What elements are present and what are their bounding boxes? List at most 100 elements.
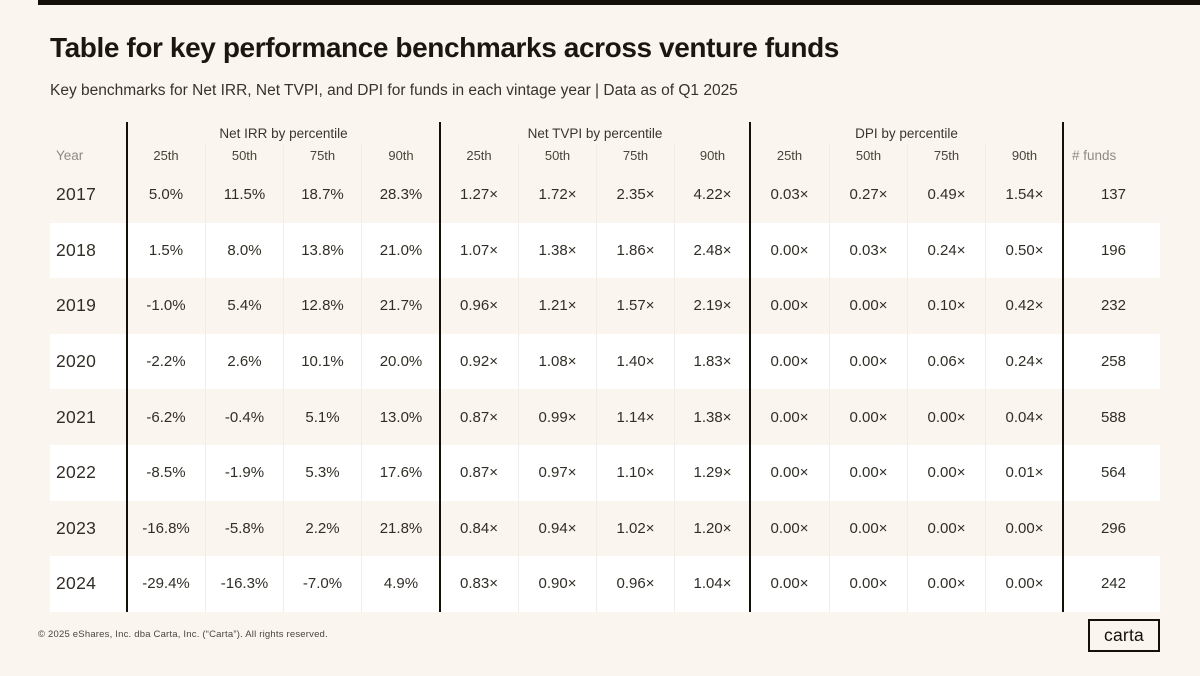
group-header-net-irr: Net IRR by percentile xyxy=(219,125,348,141)
irr-50th-header: 50th xyxy=(205,144,283,167)
dpi-value-cell: 0.49× xyxy=(907,167,985,223)
tvpi-value-cell: 1.86× xyxy=(596,222,674,279)
spacer xyxy=(50,122,127,144)
tvpi-value-cell: 0.84× xyxy=(460,519,498,537)
tvpi-value-cell: 1.57× xyxy=(596,278,674,334)
irr-value-cell: -16.3% xyxy=(205,556,283,612)
dpi-value-cell: 0.00× xyxy=(907,500,985,557)
dpi-value-cell: 0.00× xyxy=(985,556,1063,612)
tvpi-value-cell: 0.92× xyxy=(460,353,498,371)
irr-value-cell: 5.1% xyxy=(283,389,361,445)
funds-count-cell: 258 xyxy=(1100,353,1126,371)
table-row-2022: 2022 -8.5% -1.9% 5.3% 17.6% 0.87× 0.97× 1.10× 1.… xyxy=(50,444,1160,501)
table-row-2020: 2020 -2.2% 2.6% 10.1% 20.0% 0.92× 1.08× 1.40× 1.… xyxy=(50,333,1160,390)
dpi-value-cell: 0.00× xyxy=(829,278,907,334)
tvpi-value-cell: 1.07× xyxy=(460,241,498,259)
dpi-value-cell: 0.00× xyxy=(829,500,907,557)
irr-value-cell: -8.5% xyxy=(146,464,186,482)
tvpi-value-cell: 1.04× xyxy=(674,556,750,612)
irr-value-cell: 5.4% xyxy=(205,278,283,334)
irr-value-cell: -5.8% xyxy=(205,500,283,557)
tvpi-value-cell: 1.38× xyxy=(518,222,596,279)
group-header-dpi: DPI by percentile xyxy=(855,125,958,141)
tvpi-value-cell: 0.97× xyxy=(518,444,596,501)
year-column-header: Year xyxy=(56,148,84,163)
irr-value-cell: -0.4% xyxy=(205,389,283,445)
tvpi-value-cell: 1.02× xyxy=(596,500,674,557)
benchmark-table: Net IRR by percentile Net TVPI by percen… xyxy=(50,122,1160,612)
dpi-value-cell: 0.42× xyxy=(985,278,1063,334)
irr-value-cell: 5.0% xyxy=(148,186,184,204)
irr-value-cell: 21.7% xyxy=(361,278,440,334)
tvpi-75th-header: 75th xyxy=(596,144,674,167)
irr-value-cell: 20.0% xyxy=(361,333,440,390)
spacer xyxy=(1063,122,1160,144)
irr-90th-header: 90th xyxy=(361,144,440,167)
dpi-value-cell: 0.06× xyxy=(907,333,985,390)
tvpi-value-cell: 1.40× xyxy=(596,333,674,390)
dpi-value-cell: 0.00× xyxy=(907,444,985,501)
table-row-2021: 2021 -6.2% -0.4% 5.1% 13.0% 0.87× 0.99× 1.14× 1.… xyxy=(50,389,1160,445)
year-cell: 2022 xyxy=(56,462,97,483)
tvpi-value-cell: 0.94× xyxy=(518,500,596,557)
dpi-value-cell: 0.01× xyxy=(985,444,1063,501)
dpi-value-cell: 0.00× xyxy=(770,353,809,371)
irr-value-cell: 2.2% xyxy=(283,500,361,557)
irr-value-cell: -1.9% xyxy=(205,444,283,501)
tvpi-value-cell: 0.87× xyxy=(460,464,498,482)
dpi-value-cell: 0.00× xyxy=(829,333,907,390)
irr-value-cell: 28.3% xyxy=(361,167,440,223)
table-group-header-row: Net IRR by percentile Net TVPI by percen… xyxy=(50,122,1160,144)
year-cell: 2024 xyxy=(56,573,97,594)
year-cell: 2020 xyxy=(56,351,97,372)
dpi-75th-header: 75th xyxy=(907,144,985,167)
dpi-value-cell: 0.00× xyxy=(829,444,907,501)
year-cell: 2021 xyxy=(56,406,97,427)
divider-year-irr xyxy=(126,122,128,612)
irr-75th-header: 75th xyxy=(283,144,361,167)
tvpi-value-cell: 1.83× xyxy=(674,333,750,390)
funds-count-cell: 137 xyxy=(1100,186,1126,204)
funds-count-cell: 588 xyxy=(1100,408,1126,426)
tvpi-value-cell: 2.35× xyxy=(596,167,674,223)
dpi-value-cell: 0.27× xyxy=(829,167,907,223)
dpi-value-cell: 0.00× xyxy=(907,389,985,445)
irr-value-cell: 12.8% xyxy=(283,278,361,334)
dpi-value-cell: 0.04× xyxy=(985,389,1063,445)
irr-value-cell: -16.8% xyxy=(142,519,190,537)
divider-dpi-funds xyxy=(1062,122,1064,612)
irr-value-cell: 2.6% xyxy=(205,333,283,390)
tvpi-value-cell: 1.21× xyxy=(518,278,596,334)
irr-value-cell: -2.2% xyxy=(146,353,186,371)
tvpi-value-cell: 1.10× xyxy=(596,444,674,501)
top-accent-bar xyxy=(38,0,1200,5)
dpi-value-cell: 0.50× xyxy=(985,222,1063,279)
funds-count-cell: 242 xyxy=(1100,575,1126,593)
funds-count-cell: 564 xyxy=(1100,464,1126,482)
funds-count-cell: 196 xyxy=(1100,241,1126,259)
irr-value-cell: 11.5% xyxy=(205,167,283,223)
funds-count-cell: 232 xyxy=(1100,297,1126,315)
dpi-value-cell: 0.00× xyxy=(770,297,809,315)
tvpi-value-cell: 0.83× xyxy=(460,575,498,593)
irr-value-cell: 21.8% xyxy=(361,500,440,557)
dpi-value-cell: 0.00× xyxy=(770,575,809,593)
year-cell: 2017 xyxy=(56,184,97,205)
table-column-header-row: Year 25th 50th 75th 90th 25th 50th 75th … xyxy=(50,144,1160,167)
divider-irr-tvpi xyxy=(439,122,441,612)
dpi-50th-header: 50th xyxy=(829,144,907,167)
tvpi-value-cell: 1.38× xyxy=(674,389,750,445)
dpi-value-cell: 0.00× xyxy=(770,241,809,259)
tvpi-value-cell: 2.19× xyxy=(674,278,750,334)
dpi-25th-header: 25th xyxy=(776,148,803,163)
dpi-90th-header: 90th xyxy=(985,144,1063,167)
irr-25th-header: 25th xyxy=(153,148,179,163)
irr-value-cell: 13.8% xyxy=(283,222,361,279)
irr-value-cell: -6.2% xyxy=(146,408,186,426)
tvpi-value-cell: 4.22× xyxy=(674,167,750,223)
page-title: Table for key performance benchmarks acr… xyxy=(50,32,839,63)
irr-value-cell: 13.0% xyxy=(361,389,440,445)
tvpi-value-cell: 1.08× xyxy=(518,333,596,390)
dpi-value-cell: 0.00× xyxy=(770,464,809,482)
